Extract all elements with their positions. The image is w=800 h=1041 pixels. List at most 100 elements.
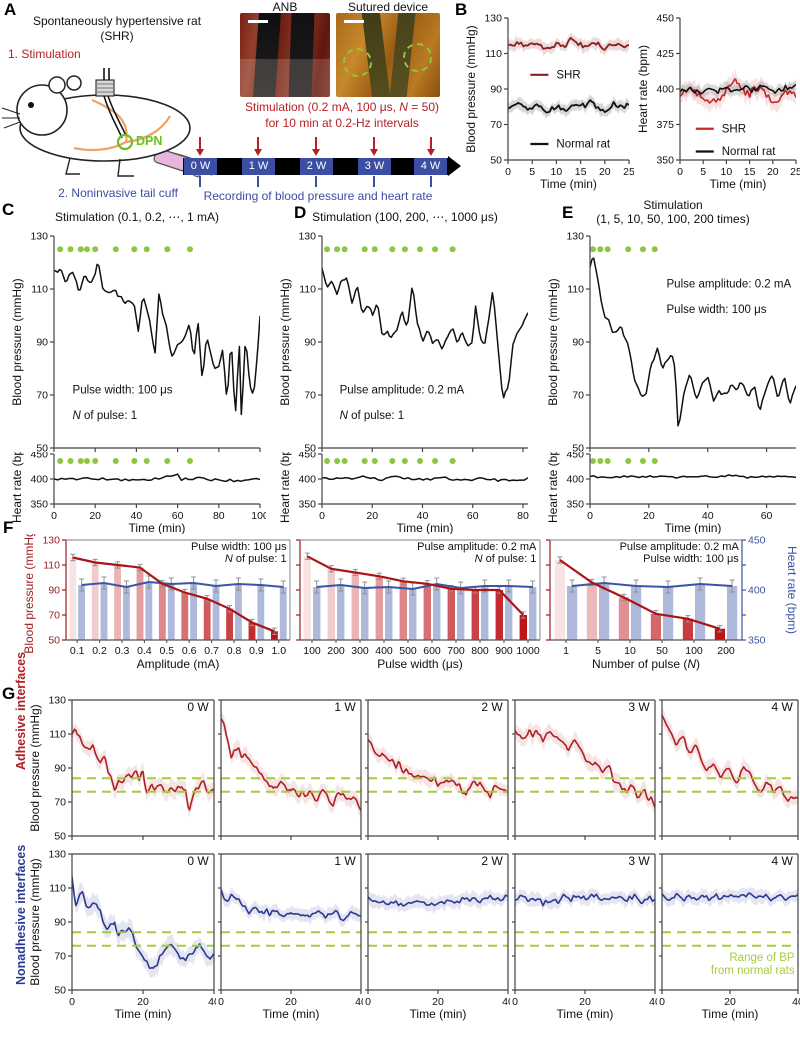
svg-text:0.4: 0.4 <box>137 645 152 657</box>
panel-g-label: G <box>2 684 16 703</box>
stim-protocol-line1: Stimulation (0.2 mA, 100 μs, N = 50) <box>244 100 439 114</box>
svg-text:Blood pressure (mmHg): Blood pressure (mmHg) <box>28 704 42 831</box>
svg-text:300: 300 <box>351 645 369 657</box>
svg-text:100: 100 <box>303 645 321 657</box>
svg-text:70: 70 <box>36 390 48 402</box>
svg-text:375: 375 <box>656 119 674 131</box>
svg-text:130: 130 <box>566 231 584 243</box>
svg-text:90: 90 <box>54 917 66 929</box>
svg-text:10: 10 <box>624 645 636 657</box>
svg-text:130: 130 <box>298 231 316 243</box>
panel-a-title-line2: (SHR) <box>100 29 134 43</box>
panel-d-bp-chart: 50 70 90 110 130 Blood pressure (mmHg) Pulse a… <box>276 226 534 452</box>
svg-text:20: 20 <box>285 996 297 1008</box>
panel-c-title: Stimulation (0.1, 0.2, ⋯, 1 mA) <box>54 210 220 224</box>
recording-tick-icon <box>430 176 432 187</box>
svg-text:40: 40 <box>355 996 363 1008</box>
svg-text:90: 90 <box>36 337 48 349</box>
svg-text:50: 50 <box>36 443 48 453</box>
svg-text:40: 40 <box>502 996 510 1008</box>
svg-text:Pulse width: 100 μs: Pulse width: 100 μs <box>73 385 173 397</box>
panel-b-label: B <box>455 0 468 19</box>
svg-text:400: 400 <box>748 585 766 597</box>
svg-text:0.1: 0.1 <box>70 645 85 657</box>
panel-f-pulsewidth-chart: 100 200 300 400 500 600 700 800 900 1000 Pulse wid… <box>296 534 542 676</box>
svg-text:50: 50 <box>656 645 668 657</box>
panel-c-bp-chart: 50 70 90 110 130 Blood pressure (mmHg) Pulse w… <box>8 226 266 452</box>
svg-text:600: 600 <box>423 645 441 657</box>
svg-text:0: 0 <box>218 996 224 1008</box>
svg-text:0.3: 0.3 <box>115 645 130 657</box>
rat-eye <box>28 102 34 108</box>
svg-text:3 W: 3 W <box>628 700 650 714</box>
svg-text:Pulse amplitude: 0.2 mA: Pulse amplitude: 0.2 mA <box>340 385 465 397</box>
svg-text:Normal rat: Normal rat <box>722 146 776 158</box>
svg-text:N of pulse: 1: N of pulse: 1 <box>475 553 537 565</box>
svg-text:0.8: 0.8 <box>227 645 242 657</box>
sutured-device-photo-label: Sutured device <box>347 0 429 14</box>
svg-text:40: 40 <box>792 996 800 1008</box>
svg-text:70: 70 <box>54 951 66 963</box>
svg-text:450: 450 <box>566 452 584 461</box>
svg-text:Pulse width: 100 μs: Pulse width: 100 μs <box>643 553 739 565</box>
svg-text:700: 700 <box>447 645 465 657</box>
svg-text:Time (min): Time (min) <box>410 1007 467 1021</box>
svg-text:40: 40 <box>131 510 143 522</box>
svg-text:425: 425 <box>656 48 674 60</box>
timeline-arrowhead-icon <box>448 156 461 176</box>
svg-text:0: 0 <box>365 996 371 1008</box>
svg-text:450: 450 <box>656 13 674 25</box>
svg-text:70: 70 <box>572 390 584 402</box>
panel-f-label: F <box>3 518 14 537</box>
svg-text:4 W: 4 W <box>772 854 794 868</box>
svg-text:Time (min): Time (min) <box>540 177 597 191</box>
panel-a-label: A <box>4 0 17 19</box>
svg-text:400: 400 <box>30 474 48 486</box>
svg-text:3 W: 3 W <box>628 854 650 868</box>
week-label: 1 W <box>242 158 275 175</box>
svg-text:0.2: 0.2 <box>92 645 107 657</box>
svg-text:350: 350 <box>298 499 316 511</box>
svg-text:20: 20 <box>366 510 378 522</box>
svg-text:Amplitude (mA): Amplitude (mA) <box>137 657 220 671</box>
panel-g-adhesive-2w-chart: 2 W <box>365 694 510 846</box>
svg-text:110: 110 <box>567 284 584 296</box>
panel-e-bp-chart: 50 70 90 110 130 Blood pressure (mmHg) Pulse a… <box>544 226 800 452</box>
panel-g-adhesive-3w-chart: 3 W <box>512 694 657 846</box>
svg-text:20: 20 <box>432 996 444 1008</box>
panel-g-adhesive-0w-chart: 50 70 90 110 130 Blood pressure (mmHg) 0 W <box>24 694 216 846</box>
panel-b-hr-chart: 350 375 400 425 450 0 5 10 15 20 25 Time (min) Heart… <box>636 10 800 192</box>
svg-text:0.5: 0.5 <box>159 645 174 657</box>
svg-text:90: 90 <box>572 337 584 349</box>
svg-text:60: 60 <box>172 510 184 522</box>
svg-text:40: 40 <box>649 996 657 1008</box>
svg-text:Pulse amplitude: 0.2 mA: Pulse amplitude: 0.2 mA <box>620 541 740 553</box>
svg-text:Heart rate (bpm): Heart rate (bpm) <box>546 452 560 523</box>
svg-text:5: 5 <box>529 166 535 178</box>
panel-e-hr-chart: 350 400 450 0 20 40 60 Time (min) Heart rate (bp… <box>544 452 800 534</box>
svg-text:0.7: 0.7 <box>204 645 219 657</box>
week-label: 3 W <box>358 158 391 175</box>
svg-text:20: 20 <box>137 996 149 1008</box>
recording-label: Recording of blood pressure and heart ra… <box>203 189 433 203</box>
svg-text:Pulse width: 100 μs: Pulse width: 100 μs <box>667 304 767 316</box>
svg-text:400: 400 <box>566 474 584 486</box>
svg-text:5: 5 <box>595 645 601 657</box>
stim-arrow-icon <box>312 137 320 156</box>
svg-text:5: 5 <box>700 166 706 178</box>
svg-text:110: 110 <box>49 883 66 895</box>
suture-marker-circle <box>402 43 432 73</box>
sutured-device-photo <box>336 13 440 97</box>
svg-text:Time (min): Time (min) <box>710 177 767 191</box>
svg-text:110: 110 <box>43 560 60 572</box>
svg-text:Time (min): Time (min) <box>115 1007 172 1021</box>
panel-g-adhesive-4w-chart: 4 W <box>659 694 800 846</box>
svg-text:1 W: 1 W <box>334 854 356 868</box>
panel-g-nonadhesive-3w-chart: 0 20 40 Time (min) 3 W <box>512 848 657 1026</box>
svg-text:Time (min): Time (min) <box>263 1007 320 1021</box>
svg-text:SHR: SHR <box>556 69 580 81</box>
panel-e-title-line1: Stimulation <box>643 198 703 212</box>
svg-text:0: 0 <box>659 996 665 1008</box>
panel-g-nonadhesive-2w-chart: 0 20 40 Time (min) 2 W <box>365 848 510 1026</box>
